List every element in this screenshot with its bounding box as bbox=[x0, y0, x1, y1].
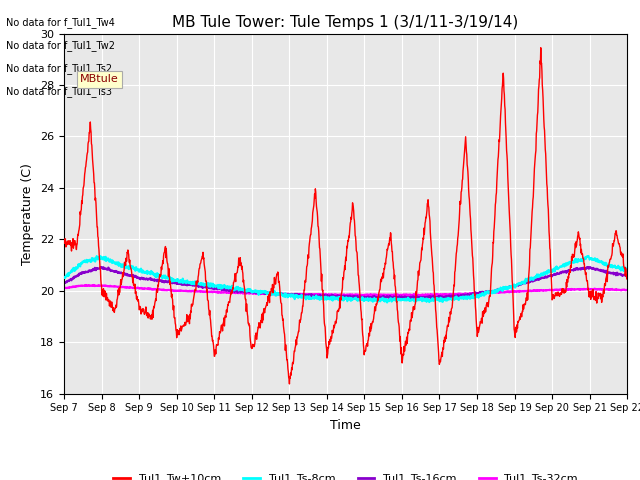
Text: No data for f_Tul1_Tw2: No data for f_Tul1_Tw2 bbox=[6, 40, 115, 51]
Title: MB Tule Tower: Tule Temps 1 (3/1/11-3/19/14): MB Tule Tower: Tule Temps 1 (3/1/11-3/19… bbox=[172, 15, 519, 30]
Text: No data for f_Tul1_Tw4: No data for f_Tul1_Tw4 bbox=[6, 17, 115, 28]
Text: No data for f_Tul1_Ts2: No data for f_Tul1_Ts2 bbox=[6, 63, 113, 74]
Y-axis label: Temperature (C): Temperature (C) bbox=[22, 163, 35, 264]
Text: MBtule: MBtule bbox=[80, 74, 119, 84]
Text: No data for f_Tul1_Ts3: No data for f_Tul1_Ts3 bbox=[6, 86, 113, 97]
Legend: Tul1_Tw+10cm, Tul1_Ts-8cm, Tul1_Ts-16cm, Tul1_Ts-32cm: Tul1_Tw+10cm, Tul1_Ts-8cm, Tul1_Ts-16cm,… bbox=[109, 469, 582, 480]
X-axis label: Time: Time bbox=[330, 419, 361, 432]
